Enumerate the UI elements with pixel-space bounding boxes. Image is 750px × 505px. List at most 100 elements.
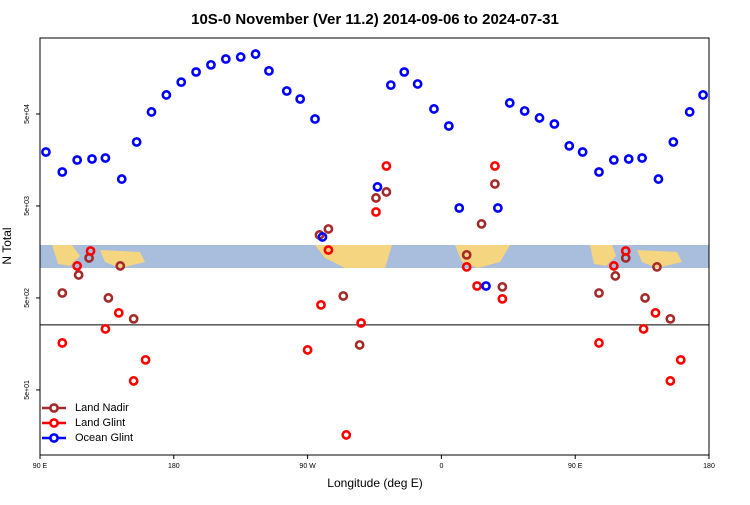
x-tick-label: 90 E bbox=[568, 463, 583, 470]
x-tick-label: 90 W bbox=[299, 463, 316, 470]
data-point bbox=[490, 161, 500, 171]
data-point bbox=[354, 340, 365, 350]
data-point bbox=[191, 67, 201, 77]
data-point bbox=[665, 376, 676, 386]
data-point bbox=[652, 262, 662, 272]
data-point bbox=[317, 232, 328, 242]
data-point bbox=[399, 67, 410, 77]
x-tick-label: 180 bbox=[703, 463, 715, 470]
data-point bbox=[608, 261, 619, 271]
data-point bbox=[146, 107, 157, 117]
data-point bbox=[85, 246, 96, 256]
x-tick-label: 90 E bbox=[33, 463, 48, 470]
data-point bbox=[356, 318, 367, 328]
data-point bbox=[594, 167, 604, 177]
data-point bbox=[116, 174, 127, 184]
data-point bbox=[250, 49, 261, 59]
data-point bbox=[206, 59, 216, 70]
data-point bbox=[429, 104, 439, 114]
data-point bbox=[594, 338, 604, 348]
data-point bbox=[341, 430, 352, 440]
y-tick-label: 5e+04 bbox=[24, 104, 31, 124]
data-point bbox=[128, 376, 139, 386]
data-point bbox=[490, 179, 500, 189]
data-point bbox=[610, 271, 621, 281]
data-point bbox=[665, 313, 676, 324]
data-point bbox=[323, 224, 334, 234]
data-point bbox=[73, 270, 84, 280]
data-point bbox=[57, 338, 68, 348]
data-point bbox=[310, 114, 320, 124]
data-point bbox=[497, 282, 508, 292]
data-point bbox=[371, 193, 381, 203]
data-point bbox=[668, 137, 679, 147]
data-point bbox=[338, 291, 349, 301]
data-point bbox=[497, 293, 508, 304]
legend-marker bbox=[49, 433, 59, 443]
data-point bbox=[461, 249, 472, 260]
data-point bbox=[549, 119, 560, 129]
data-point bbox=[623, 154, 634, 164]
data-point bbox=[640, 293, 650, 303]
data-point bbox=[115, 261, 126, 271]
data-point bbox=[220, 54, 231, 64]
x-axis-label: Longitude (deg E) bbox=[327, 476, 422, 490]
y-tick-label: 5e+02 bbox=[24, 288, 31, 308]
data-point bbox=[131, 137, 142, 147]
data-point bbox=[698, 90, 708, 100]
data-point bbox=[620, 246, 631, 256]
legend-marker bbox=[49, 418, 59, 428]
data-point bbox=[534, 113, 545, 123]
data-point bbox=[472, 281, 482, 291]
plot-frame bbox=[39, 37, 710, 456]
data-point bbox=[684, 107, 695, 117]
data-point bbox=[41, 147, 51, 157]
data-point bbox=[295, 94, 306, 104]
data-point bbox=[443, 121, 454, 131]
data-point bbox=[316, 299, 326, 310]
data-point bbox=[161, 90, 172, 100]
data-point bbox=[235, 52, 246, 62]
legend-label: Ocean Glint bbox=[75, 432, 133, 444]
data-point bbox=[323, 245, 334, 255]
data-point bbox=[381, 161, 392, 171]
data-point bbox=[128, 313, 139, 324]
data-point bbox=[577, 147, 588, 157]
legend-label: Land Glint bbox=[75, 417, 125, 429]
data-point bbox=[481, 281, 491, 291]
data-point bbox=[140, 354, 151, 365]
data-point bbox=[653, 174, 664, 184]
data-point bbox=[371, 207, 381, 217]
data-point bbox=[72, 261, 83, 271]
data-point bbox=[638, 324, 649, 334]
data-point bbox=[381, 187, 392, 197]
data-point bbox=[650, 307, 661, 318]
data-point bbox=[302, 345, 313, 355]
data-point bbox=[385, 80, 396, 91]
data-point bbox=[412, 79, 423, 89]
map-strip bbox=[40, 245, 709, 268]
y-axis-label: N Total bbox=[0, 227, 14, 264]
data-point bbox=[72, 155, 83, 165]
legend-label: Land Nadir bbox=[75, 402, 129, 414]
data-point bbox=[176, 77, 187, 88]
data-point bbox=[504, 98, 515, 108]
data-point bbox=[675, 354, 686, 365]
data-point bbox=[519, 106, 530, 116]
y-tick-label: 5e+01 bbox=[24, 380, 31, 400]
legend-marker bbox=[49, 403, 59, 413]
data-point bbox=[57, 167, 68, 177]
data-point bbox=[100, 153, 111, 163]
data-point bbox=[264, 66, 274, 76]
data-point bbox=[564, 140, 575, 151]
legend: Land Nadir Land Glint Ocean Glint bbox=[42, 402, 133, 444]
data-point bbox=[594, 288, 604, 298]
data-point bbox=[87, 154, 97, 164]
data-point bbox=[492, 203, 503, 213]
data-point bbox=[608, 155, 619, 165]
data-point bbox=[461, 262, 472, 272]
data-point bbox=[372, 182, 383, 192]
data-point bbox=[476, 219, 487, 229]
data-point bbox=[113, 307, 124, 318]
